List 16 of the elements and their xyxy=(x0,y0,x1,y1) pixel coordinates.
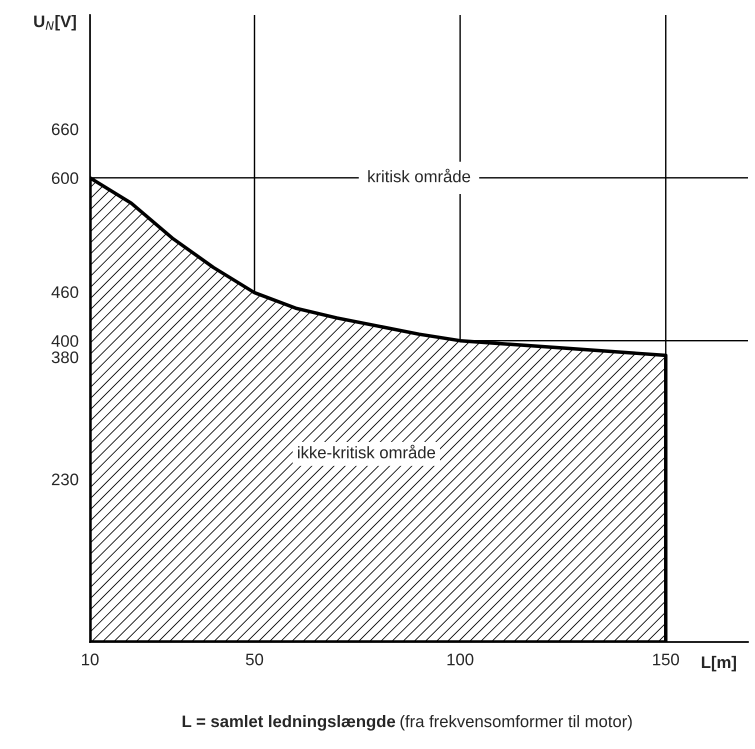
x-tick-label: 50 xyxy=(246,654,264,666)
y-tick-label: 230 xyxy=(52,474,78,486)
ref-line-label: kritisk område xyxy=(368,168,470,182)
y-tick-label: 380 xyxy=(52,351,78,364)
y-tick-label: 660 xyxy=(52,123,78,136)
x-axis-title: L[m] xyxy=(702,656,736,672)
text: L = samlet ledningslængde xyxy=(182,714,396,731)
y-tick-label: 400 xyxy=(51,335,78,347)
x-tick-label: 100 xyxy=(447,654,474,666)
x-tick-label: 150 xyxy=(653,654,680,666)
y-axis-title: U$_{N}$[V] xyxy=(34,15,76,31)
annotation: ikke-kritisk område xyxy=(298,444,436,458)
x-tick-label: 10 xyxy=(82,654,99,666)
y-tick-label: 460 xyxy=(51,286,78,298)
text: (fra frekvensomformer til motor) xyxy=(400,715,632,731)
y-tick-label: 600 xyxy=(52,172,78,184)
